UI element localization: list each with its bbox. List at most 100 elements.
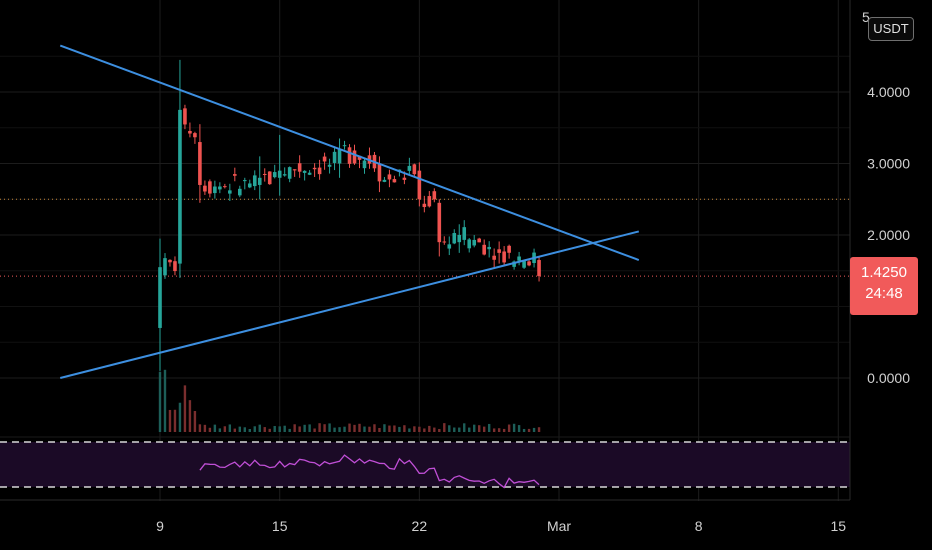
candle-body [332, 151, 337, 163]
bar-countdown: 24:48 [865, 285, 903, 302]
time-tick-label: 22 [412, 518, 428, 534]
candle-body [242, 180, 247, 182]
candle-body [233, 174, 237, 176]
volume-bar [308, 424, 311, 432]
candle-body [208, 181, 212, 194]
candle-body [188, 130, 192, 134]
candle-body [492, 255, 496, 260]
trendline-upper[interactable] [59, 44, 640, 261]
volume-bar [532, 427, 536, 432]
candle-body [387, 174, 392, 180]
rsi-line [199, 454, 540, 489]
candle-body [472, 239, 477, 246]
trendlines[interactable] [59, 44, 640, 379]
candle-body [287, 167, 292, 179]
volume-bar [303, 424, 306, 432]
volume-bar [248, 428, 251, 432]
volume-bar [383, 424, 386, 432]
candle-body [173, 261, 177, 272]
quote-currency-button[interactable]: USDT [868, 17, 914, 41]
volume-bar [193, 411, 197, 432]
candle-body [522, 261, 526, 268]
candle-body [527, 261, 531, 266]
candle-body [537, 260, 541, 277]
volume-bar [263, 427, 266, 432]
candle-body [507, 245, 511, 253]
volume-bar [313, 428, 316, 432]
candle-body [302, 170, 307, 173]
time-tick-label: 15 [831, 518, 847, 534]
candle-body [467, 239, 472, 249]
grid [0, 0, 850, 501]
candle-body [352, 150, 357, 164]
volume-bar [298, 426, 301, 432]
candle-body [317, 167, 322, 175]
candle-body [517, 256, 521, 261]
volume-bar [423, 428, 426, 432]
candle-body [402, 177, 407, 180]
trendline-lower[interactable] [60, 230, 640, 379]
candle-body [203, 185, 207, 192]
volume-bar [522, 428, 526, 432]
volume-bar [497, 428, 501, 432]
volume-bar [458, 427, 461, 432]
last-price-tag: 1.4250 24:48 [850, 257, 918, 315]
volume-bar [393, 425, 396, 432]
candle-body [392, 179, 397, 183]
time-tick-label: 9 [156, 518, 164, 534]
candle-body [437, 202, 442, 243]
rsi-panel [0, 441, 850, 489]
volume-bar [398, 426, 401, 432]
volume-bar [253, 426, 256, 432]
volume-bar [517, 425, 521, 432]
volume-bar [293, 424, 296, 432]
candle-body [337, 149, 342, 164]
volume-bar [198, 424, 202, 432]
volume-bar [343, 426, 346, 432]
candle-body [407, 165, 412, 171]
candle-body [457, 235, 462, 243]
volume-bar [213, 424, 217, 432]
candle-body [282, 174, 287, 176]
candle-body [447, 244, 452, 249]
candle-body [218, 186, 222, 190]
volume-bar [258, 424, 261, 432]
candle-body [322, 156, 327, 162]
volume-bar [418, 426, 421, 432]
candle-body [382, 179, 387, 182]
volume-bar [323, 424, 326, 432]
candle-body [477, 238, 481, 243]
candle-body [422, 203, 427, 208]
volume-bar [507, 424, 511, 432]
candle-body [163, 258, 167, 276]
candle-body [297, 163, 302, 172]
candle-body [228, 190, 232, 194]
candle-body [377, 163, 382, 182]
volume-bar [378, 427, 381, 432]
volume-bar [468, 427, 471, 432]
volume-bar [268, 428, 271, 432]
volume-bar [428, 425, 431, 432]
volume-bar [278, 426, 281, 432]
candle-body [267, 171, 272, 185]
candle-body [178, 109, 182, 264]
price-tick-label: 3.0000 [867, 156, 910, 172]
candle-body [168, 259, 172, 263]
candle-body [452, 233, 457, 244]
candle-body [432, 191, 437, 200]
candle-body [357, 155, 362, 160]
candle-body [512, 261, 516, 267]
candle-body [158, 267, 162, 328]
volume-bar [218, 428, 222, 432]
volume-bar [443, 423, 446, 432]
volume-bar [233, 428, 237, 432]
volume-bar [473, 424, 476, 432]
volume-bar [492, 428, 496, 432]
candle-body [257, 177, 262, 185]
volume-bar [537, 427, 541, 432]
horizontal-lines [0, 198, 850, 277]
volume-bar [527, 428, 531, 432]
candle-body [497, 249, 501, 253]
volume-bar [433, 427, 436, 432]
